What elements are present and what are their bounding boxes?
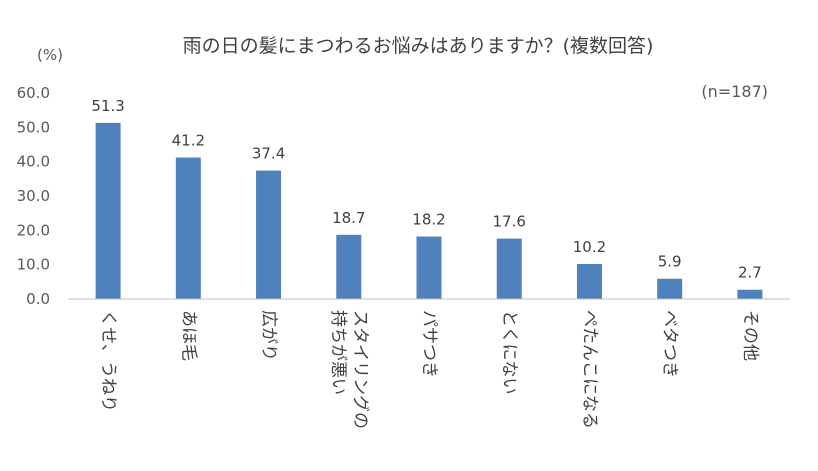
value-label: 10.2 — [573, 238, 606, 256]
bar — [576, 263, 602, 299]
bar — [175, 157, 201, 299]
y-tick-label: 40.0 — [17, 153, 50, 171]
y-tick-label: 60.0 — [17, 84, 50, 102]
y-tick-label: 30.0 — [17, 187, 50, 205]
x-tick-label: あほ毛 — [178, 310, 198, 361]
bars — [95, 122, 763, 300]
value-label: 51.3 — [91, 97, 124, 115]
value-label: 41.2 — [172, 132, 205, 150]
y-tick-label: 10.0 — [17, 256, 50, 274]
x-tick-label: スタイリングの — [350, 310, 370, 429]
bar — [336, 234, 362, 299]
value-label: 18.2 — [412, 211, 445, 229]
x-tick-label: くせ、うねり — [98, 310, 118, 412]
value-label: 17.6 — [493, 213, 526, 231]
bar — [256, 170, 282, 299]
value-label: 37.4 — [252, 145, 285, 163]
y-axis-unit: (%) — [37, 46, 63, 64]
x-tick-label: ぺたんこになる — [579, 310, 599, 429]
x-tick-label: 広がり — [259, 310, 279, 361]
bar — [657, 278, 683, 299]
bar — [737, 289, 763, 299]
value-labels: 51.3 41.2 37.4 18.7 18.2 17.6 10.2 5.9 2.7 — [91, 97, 761, 282]
x-tick-label: パサつき — [419, 310, 439, 378]
y-tick-label: 20.0 — [17, 221, 50, 239]
value-label: 2.7 — [738, 264, 762, 282]
x-tick-label: ベタつき — [660, 310, 680, 378]
x-tick-label: 持ちが悪い — [328, 310, 348, 395]
value-label: 5.9 — [658, 253, 682, 271]
bar — [95, 122, 121, 300]
value-label: 18.7 — [332, 209, 365, 227]
chart-title: 雨の日の髪にまつわるお悩みはありますか？(複数回答) — [183, 35, 654, 57]
bar — [416, 236, 442, 299]
y-tick-label: 0.0 — [26, 290, 50, 308]
y-axis-ticks: 0.0 10.0 20.0 30.0 40.0 50.0 60.0 — [17, 84, 50, 308]
y-tick-label: 50.0 — [17, 118, 50, 136]
x-tick-label: その他 — [740, 310, 760, 361]
x-tick-label: とくにない — [499, 310, 519, 395]
bar — [496, 238, 522, 299]
sample-size-note: (n=187) — [701, 82, 768, 101]
